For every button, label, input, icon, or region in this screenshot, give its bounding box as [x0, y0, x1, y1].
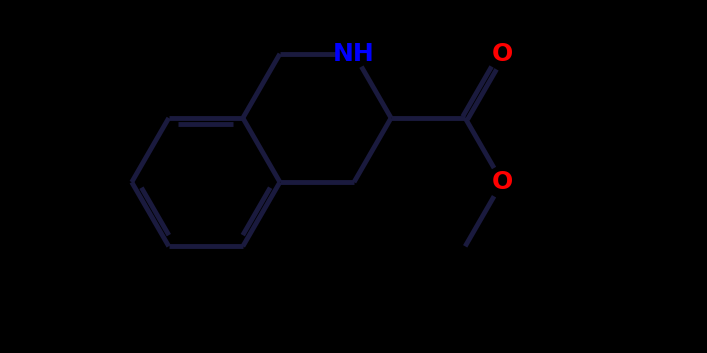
Text: O: O — [491, 170, 513, 194]
Text: O: O — [491, 42, 513, 66]
Text: NH: NH — [333, 42, 375, 66]
